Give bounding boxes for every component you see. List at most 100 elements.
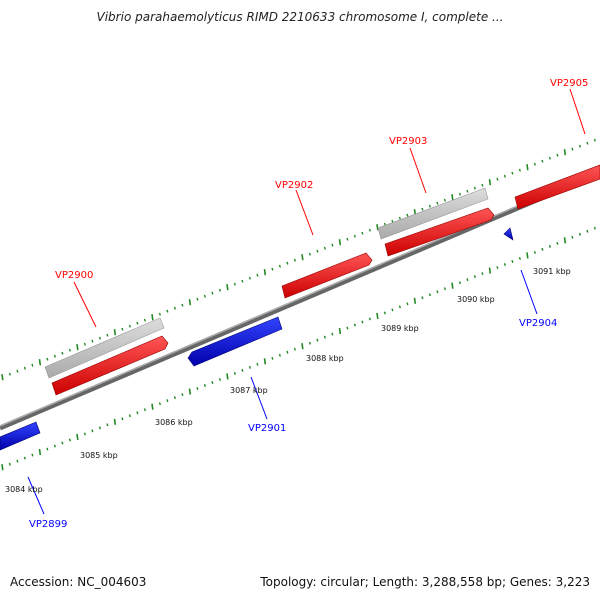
- track-tick: [203, 294, 206, 298]
- track-tick: [31, 453, 34, 457]
- track-tick: [458, 192, 461, 196]
- track-tick: [316, 338, 319, 342]
- track-tick: [143, 408, 146, 412]
- track-tick: [196, 387, 199, 391]
- track-tick: [166, 399, 169, 403]
- track-tick: [391, 219, 394, 223]
- track-tick: [151, 314, 154, 321]
- track-tick: [226, 284, 229, 291]
- track-tick: [8, 462, 11, 466]
- track-tick: [353, 234, 356, 238]
- track-tick: [473, 186, 476, 190]
- gene-vp2902[interactable]: [281, 252, 373, 299]
- track-tick: [346, 326, 349, 330]
- chromosome-backbone: [0, 170, 600, 431]
- track-tick: [256, 362, 259, 366]
- track-tick: [158, 312, 161, 316]
- track-tick: [91, 429, 94, 433]
- track-tick: [511, 171, 514, 175]
- track-tick: [428, 204, 431, 208]
- track-tick: [301, 254, 304, 261]
- track-tick: [526, 164, 529, 171]
- gene-label-vp2905: VP2905: [550, 78, 588, 89]
- track-tick: [293, 347, 296, 351]
- gene-vp2899[interactable]: [0, 421, 41, 451]
- track-tick: [518, 168, 521, 172]
- track-tick: [466, 278, 469, 282]
- track-tick: [241, 279, 244, 283]
- track-tick: [556, 153, 559, 157]
- track-tick: [391, 308, 394, 312]
- track-tick: [526, 252, 529, 259]
- track-tick: [128, 414, 131, 418]
- scale-label-3087: 3087 kbp: [230, 386, 268, 395]
- track-tick: [241, 368, 244, 372]
- track-tick: [113, 329, 117, 336]
- scale-label-3089: 3089 kbp: [381, 324, 419, 333]
- accession-text: Accession: NC_004603: [10, 575, 147, 589]
- track-tick: [451, 282, 454, 289]
- track-tick: [271, 356, 274, 360]
- track-tick: [256, 273, 259, 277]
- track-tick: [563, 149, 567, 156]
- scale-label-3090: 3090 kbp: [457, 295, 495, 304]
- track-tick: [278, 264, 281, 268]
- track-tick: [136, 321, 139, 325]
- scale-label-3088: 3088 kbp: [306, 354, 344, 363]
- gene-vp2900[interactable]: [51, 335, 169, 396]
- track-tick: [173, 306, 176, 310]
- track-tick: [383, 311, 386, 315]
- track-tick: [398, 305, 401, 309]
- cds-block-vp2903[interactable]: [377, 187, 489, 240]
- scale-label-3085: 3085 kbp: [80, 451, 118, 460]
- track-tick: [188, 388, 192, 395]
- scale-label-3084: 3084 kbp: [5, 485, 43, 494]
- track-tick: [421, 207, 424, 211]
- track-tick: [488, 267, 492, 274]
- track-tick: [31, 363, 34, 367]
- track-tick: [548, 156, 551, 160]
- map-title: Vibrio parahaemolyticus RIMD 2210633 chr…: [96, 10, 504, 24]
- track-tick: [121, 327, 124, 331]
- track-tick: [593, 226, 596, 230]
- track-tick: [593, 138, 596, 142]
- track-tick: [151, 403, 154, 410]
- track-tick: [436, 201, 439, 205]
- track-tick: [218, 288, 221, 292]
- track-tick: [98, 336, 101, 340]
- track-tick: [128, 324, 131, 328]
- gene-label-vp2903: VP2903: [389, 136, 427, 147]
- track-tick: [331, 243, 334, 247]
- cds-block-vp2900[interactable]: [44, 317, 165, 379]
- track-tick: [376, 312, 379, 320]
- track-tick: [503, 174, 506, 178]
- track-tick: [571, 147, 574, 151]
- track-tick: [503, 263, 506, 266]
- track-tick: [218, 378, 221, 381]
- track-tick: [203, 384, 206, 387]
- track-tick: [323, 335, 326, 339]
- track-tick: [76, 344, 79, 351]
- gene-label-vp2902: VP2902: [275, 180, 313, 191]
- gene-vp2903[interactable]: [384, 207, 495, 257]
- track-tick: [458, 281, 461, 285]
- scale-label-3086: 3086 kbp: [155, 418, 193, 427]
- forward-tick-track: [1, 138, 596, 381]
- gene-vp2905[interactable]: [514, 164, 600, 210]
- track-tick: [106, 333, 109, 337]
- track-tick: [61, 441, 64, 445]
- track-tick: [211, 291, 214, 295]
- gene-vp2904[interactable]: [503, 227, 514, 241]
- gene-label-vp2900: VP2900: [55, 270, 93, 281]
- gene-vp2901[interactable]: [187, 316, 283, 367]
- track-tick: [263, 269, 267, 276]
- track-tick: [83, 432, 86, 436]
- track-tick: [331, 332, 334, 336]
- track-tick: [413, 297, 417, 304]
- track-tick: [173, 396, 176, 400]
- track-tick: [518, 257, 521, 260]
- track-tick: [271, 267, 274, 271]
- track-tick: [121, 417, 124, 421]
- track-tick: [338, 327, 342, 335]
